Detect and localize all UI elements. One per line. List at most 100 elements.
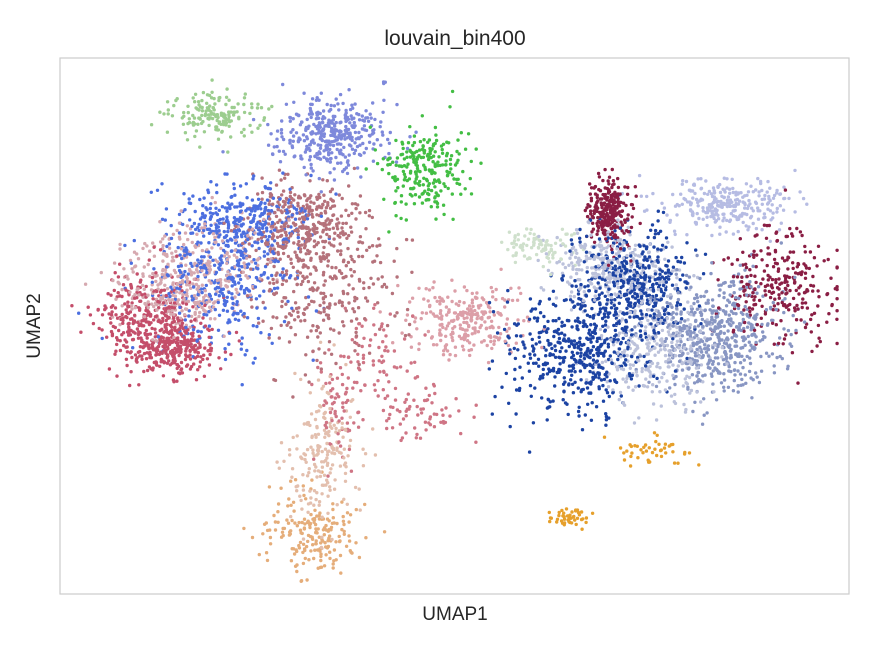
scatter-point-cluster-lightsteel (658, 390, 662, 394)
scatter-point-cluster-periwinkle (336, 102, 340, 106)
scatter-point-cluster-pink-mid (476, 314, 480, 318)
scatter-point-cluster-orchid-left (135, 290, 139, 295)
scatter-point-cluster-lightsteel (569, 290, 574, 294)
scatter-point-cluster-rosy-left (158, 240, 163, 244)
scatter-point-cluster-pink-strand (393, 398, 398, 402)
scatter-point-cluster-maroon (752, 298, 756, 302)
scatter-point-cluster-orchid-left (173, 359, 177, 363)
scatter-point-cluster-mauve (280, 282, 285, 287)
scatter-point-cluster-mauve (344, 221, 348, 225)
scatter-point-cluster-pink-mid (461, 327, 465, 331)
scatter-point-cluster-slateblue (673, 287, 677, 291)
scatter-point-cluster-royalblue (232, 182, 236, 186)
scatter-point-cluster-green (412, 186, 416, 190)
scatter-point-cluster-mauve (339, 252, 343, 257)
scatter-point-cluster-periwinkle (350, 103, 354, 107)
scatter-point-cluster-mauve (337, 221, 341, 225)
scatter-point-cluster-mauve (267, 202, 271, 206)
scatter-point-cluster-lightsteel (599, 248, 603, 252)
scatter-point-cluster-navy (556, 327, 561, 332)
scatter-point-cluster-bisque (328, 471, 332, 475)
scatter-point-cluster-mauve (385, 323, 390, 328)
scatter-point-cluster-mauve (281, 251, 286, 256)
scatter-point-cluster-pink-strand (392, 365, 397, 369)
scatter-point-cluster-orchid-left (237, 339, 241, 343)
scatter-point-cluster-pink-mid (487, 334, 491, 338)
scatter-point-cluster-periwinkle (369, 116, 373, 120)
scatter-point-cluster-mauve (317, 192, 321, 197)
scatter-point-cluster-slateblue (772, 364, 776, 368)
scatter-point-cluster-lightsteel (666, 365, 670, 369)
scatter-point-cluster-orchid-left (179, 360, 184, 365)
scatter-point-cluster-maroon (601, 178, 605, 183)
scatter-point-cluster-sage (248, 111, 252, 116)
scatter-point-cluster-lightsteel (651, 383, 655, 387)
scatter-point-cluster-mauve (367, 245, 372, 249)
scatter-point-cluster-mauve (362, 286, 366, 291)
scatter-point-cluster-navy (537, 302, 541, 306)
scatter-point-cluster-periwinkle (381, 133, 385, 137)
scatter-point-cluster-maroon (616, 236, 620, 240)
scatter-point-cluster-sage (201, 90, 206, 95)
scatter-point-cluster-orchid-left (126, 300, 130, 304)
scatter-point-cluster-sage (203, 113, 207, 118)
scatter-point-cluster-pink-mid (391, 341, 395, 345)
scatter-point-cluster-pink-mid (488, 306, 492, 310)
scatter-point-cluster-periwinkle (330, 126, 334, 130)
scatter-point-cluster-rosy-left (218, 281, 223, 285)
scatter-point-cluster-navy (604, 418, 609, 422)
scatter-point-cluster-maroon (776, 341, 781, 346)
scatter-point-cluster-orange (641, 451, 645, 455)
scatter-point-cluster-maroon (766, 252, 770, 256)
scatter-point-cluster-lightsteel (675, 339, 680, 343)
scatter-point-cluster-slateblue (733, 339, 737, 343)
scatter-point-cluster-mauve (347, 233, 351, 238)
scatter-point-cluster-tan (347, 539, 352, 543)
scatter-point-cluster-orchid-left (153, 331, 158, 335)
scatter-point-cluster-mauve (259, 236, 264, 240)
scatter-point-cluster-orchid-left (196, 350, 200, 355)
scatter-point-cluster-orchid-left (142, 351, 147, 356)
scatter-point-cluster-pink-strand (389, 405, 393, 409)
scatter-point-cluster-orchid-left (138, 349, 142, 354)
scatter-point-cluster-mauve (339, 214, 344, 218)
scatter-point-cluster-lavender (694, 197, 699, 202)
scatter-point-cluster-green (375, 161, 380, 166)
scatter-point-cluster-mauve (376, 277, 380, 281)
scatter-point-cluster-mauve (281, 228, 285, 232)
scatter-point-cluster-maroon (722, 258, 726, 262)
scatter-point-cluster-slateblue (674, 320, 678, 324)
scatter-point-cluster-mauve (370, 215, 374, 220)
scatter-point-cluster-tan (335, 521, 339, 526)
scatter-point-cluster-periwinkle (351, 125, 355, 129)
scatter-point-cluster-mint (513, 260, 518, 265)
scatter-point-cluster-periwinkle (325, 102, 329, 107)
scatter-point-cluster-slateblue (671, 311, 675, 315)
scatter-point-cluster-periwinkle (373, 117, 377, 122)
scatter-point-cluster-navy (553, 375, 557, 379)
scatter-point-cluster-lightsteel (546, 268, 551, 273)
scatter-point-cluster-orchid-left (91, 321, 96, 326)
scatter-point-cluster-pink-mid (507, 326, 511, 331)
scatter-point-cluster-pink-strand (404, 397, 408, 402)
scatter-point-cluster-pink-strand (388, 412, 392, 417)
scatter-point-cluster-orange (561, 514, 565, 518)
scatter-point-cluster-navy (541, 373, 545, 377)
scatter-point-cluster-mauve (390, 291, 395, 296)
scatter-point-cluster-lightsteel (582, 246, 587, 250)
scatter-point-cluster-green (394, 163, 398, 167)
scatter-point-cluster-orange (557, 513, 561, 518)
scatter-point-cluster-pink-mid (439, 338, 443, 343)
scatter-point-cluster-tan (342, 522, 346, 527)
scatter-point-cluster-orange (547, 510, 551, 515)
scatter-point-cluster-maroon (638, 221, 642, 226)
scatter-point-cluster-slateblue (706, 298, 710, 302)
scatter-point-cluster-maroon (611, 179, 616, 183)
scatter-point-cluster-sage (216, 128, 221, 132)
scatter-point-cluster-mauve (333, 302, 337, 306)
scatter-point-cluster-navy (518, 386, 522, 391)
scatter-point-cluster-royalblue (235, 300, 239, 304)
scatter-point-cluster-pink-strand (316, 365, 320, 370)
scatter-point-cluster-navy (642, 354, 646, 359)
scatter-point-cluster-lightsteel (571, 245, 576, 249)
